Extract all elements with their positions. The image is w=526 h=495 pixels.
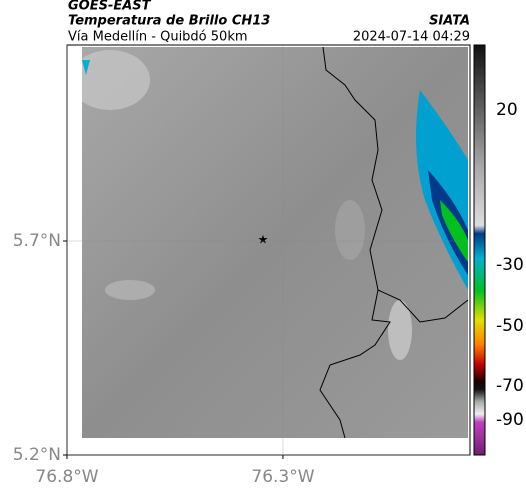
axes: 76.8°W 76.3°W 5.2°N 5.7°N — [13, 45, 470, 487]
colorbar-tick-label: -70 — [496, 376, 524, 396]
y-tick-label: 5.2°N — [13, 445, 61, 465]
subtitle: Vía Medellín - Quibdó 50km — [68, 30, 248, 45]
title: Temperatura de Brillo CH13 — [68, 14, 270, 29]
border — [319, 46, 391, 439]
datetime: 2024-07-14 04:29 — [353, 30, 470, 45]
x-tick-label: 76.3°W — [251, 467, 314, 487]
colorbar-tick-label: -30 — [496, 255, 524, 275]
organization: SIATA — [429, 14, 470, 29]
x-tick-label: 76.8°W — [35, 467, 98, 487]
colorbar-tick-label: -50 — [496, 316, 524, 336]
location-star: ★ — [258, 233, 269, 247]
y-tick-label: 5.7°N — [13, 231, 61, 251]
colorbar-tick-label: 20 — [496, 100, 518, 120]
imagery — [82, 47, 468, 438]
source: GOES-EAST — [68, 0, 152, 14]
colorbar — [473, 44, 486, 456]
border — [377, 289, 469, 323]
colorbar-tick-label: -90 — [496, 410, 524, 430]
